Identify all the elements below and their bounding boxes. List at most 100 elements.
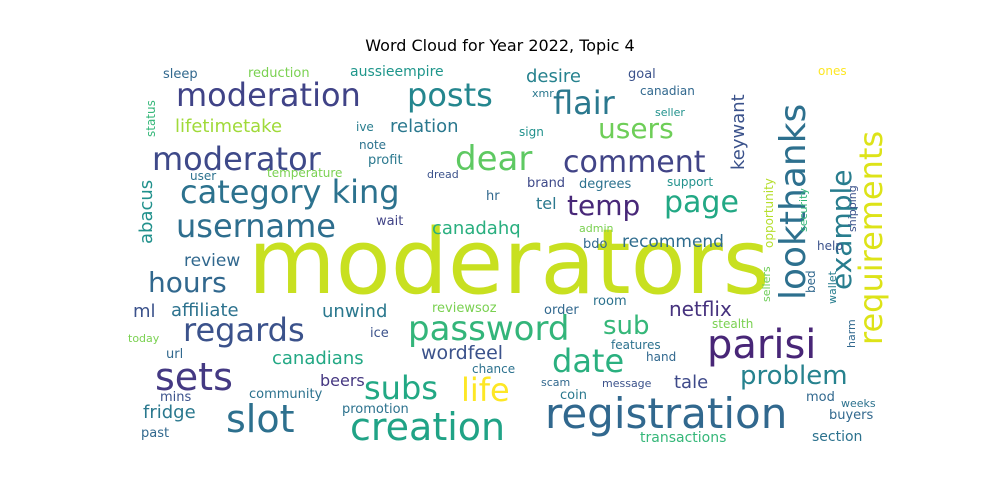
word-users: users [598, 112, 674, 145]
word-lookthanks: lookthanks [773, 104, 814, 300]
word-sub: sub [603, 311, 650, 341]
word-affiliate: affiliate [171, 300, 239, 321]
word-wait: wait [376, 214, 403, 229]
word-regards: regards [183, 311, 305, 349]
word-transactions: transactions [640, 430, 726, 446]
word-beers: beers [320, 371, 365, 390]
word-abacus: abacus [136, 180, 157, 244]
word-page: page [664, 185, 739, 220]
word-tel: tel [536, 194, 557, 213]
word-support: support [667, 175, 713, 189]
word-recommend: recommend [622, 232, 724, 252]
word-xmr: xmr [532, 87, 554, 100]
word-security: security [797, 188, 810, 232]
word-harm: harm [845, 319, 858, 348]
word-url: url [166, 347, 183, 362]
word-flair: flair [553, 84, 616, 122]
word-opportunity: opportunity [762, 178, 776, 248]
word-profit: profit [368, 153, 403, 168]
word-hours: hours [148, 266, 227, 299]
chart-title: Word Cloud for Year 2022, Topic 4 [365, 36, 635, 55]
word-tale: tale [674, 372, 708, 393]
word-dear: dear [455, 139, 532, 179]
word-bdo: bdo [583, 237, 608, 252]
word-canadahq: canadahq [432, 218, 521, 239]
word-shipping: shipping [846, 185, 859, 232]
word-past: past [141, 426, 169, 441]
word-goal: goal [628, 67, 656, 82]
word-password: password [408, 309, 569, 349]
word-hand: hand [646, 350, 676, 364]
word-moderators: moderators [248, 210, 770, 315]
word-reduction: reduction [248, 66, 310, 81]
word-moderator: moderator [152, 140, 322, 178]
word-desire: desire [526, 66, 581, 87]
word-section: section [812, 429, 862, 445]
word-slot: slot [226, 397, 295, 441]
word-community: community [249, 387, 323, 402]
word-comment: comment [563, 145, 706, 180]
word-dread: dread [427, 168, 459, 181]
word-netflix: netflix [669, 297, 732, 321]
word-message: message [602, 377, 652, 390]
word-temp: temp [567, 189, 640, 222]
word-mod: mod [806, 390, 835, 405]
word-unwind: unwind [322, 301, 387, 322]
word-degrees: degrees [579, 177, 632, 192]
word-status: status [144, 100, 158, 137]
word-promotion: promotion [342, 402, 409, 417]
word-chance: chance [472, 362, 515, 376]
word-parisi: parisi [707, 322, 816, 368]
word-note: note [359, 138, 386, 152]
word-registration: registration [545, 389, 787, 438]
word-ice: ice [370, 326, 389, 341]
word-brand: brand [527, 176, 565, 191]
word-seller: seller [655, 106, 685, 119]
word-fridge: fridge [143, 402, 196, 423]
word-problem: problem [740, 361, 848, 391]
word-bed: bed [804, 270, 818, 293]
word-help: help [817, 239, 843, 253]
word-stealth: stealth [712, 317, 753, 331]
word-canadians: canadians [272, 348, 364, 369]
word-username: username [176, 207, 336, 245]
word-scam: scam [541, 376, 570, 389]
word-mins: mins [160, 390, 192, 405]
word-lifetimetake: lifetimetake [175, 116, 282, 137]
word-sleep: sleep [163, 67, 198, 82]
word-relation: relation [390, 116, 459, 137]
word-coin: coin [560, 388, 587, 403]
word-features: features [611, 338, 661, 352]
word-sets: sets [155, 355, 233, 399]
word-weeks: weeks [841, 397, 876, 410]
word-temperature: temperature [267, 166, 342, 180]
word-creation: creation [350, 405, 505, 449]
word-requirements: requirements [852, 131, 890, 345]
word-wallet: wallet [826, 270, 839, 304]
word-review: review [184, 251, 240, 271]
word-sign: sign [519, 125, 544, 139]
word-today: today [128, 332, 160, 345]
word-canadian: canadian [640, 84, 695, 98]
word-admin: admin [579, 222, 613, 235]
word-ml: ml [133, 301, 156, 322]
word-wordfeel: wordfeel [421, 342, 503, 364]
word-moderation: moderation [176, 76, 361, 114]
word-buyers: buyers [829, 408, 874, 423]
word-keywant: keywant [728, 94, 749, 170]
word-subs: subs [364, 369, 438, 407]
word-aussieempire: aussieempire [350, 64, 444, 80]
word-example: example [825, 169, 858, 290]
word-life: life [461, 371, 510, 409]
word-date: date [552, 342, 624, 380]
word-user: user [190, 169, 216, 183]
word-ive: ive [356, 120, 374, 134]
word-reviewsoz: reviewsoz [432, 301, 497, 316]
word-category-king: category king [180, 173, 400, 211]
word-ones: ones [818, 64, 847, 78]
word-posts: posts [407, 76, 493, 114]
word-order: order [544, 303, 579, 318]
word-sellers: sellers [760, 266, 773, 302]
word-hr: hr [486, 189, 500, 204]
